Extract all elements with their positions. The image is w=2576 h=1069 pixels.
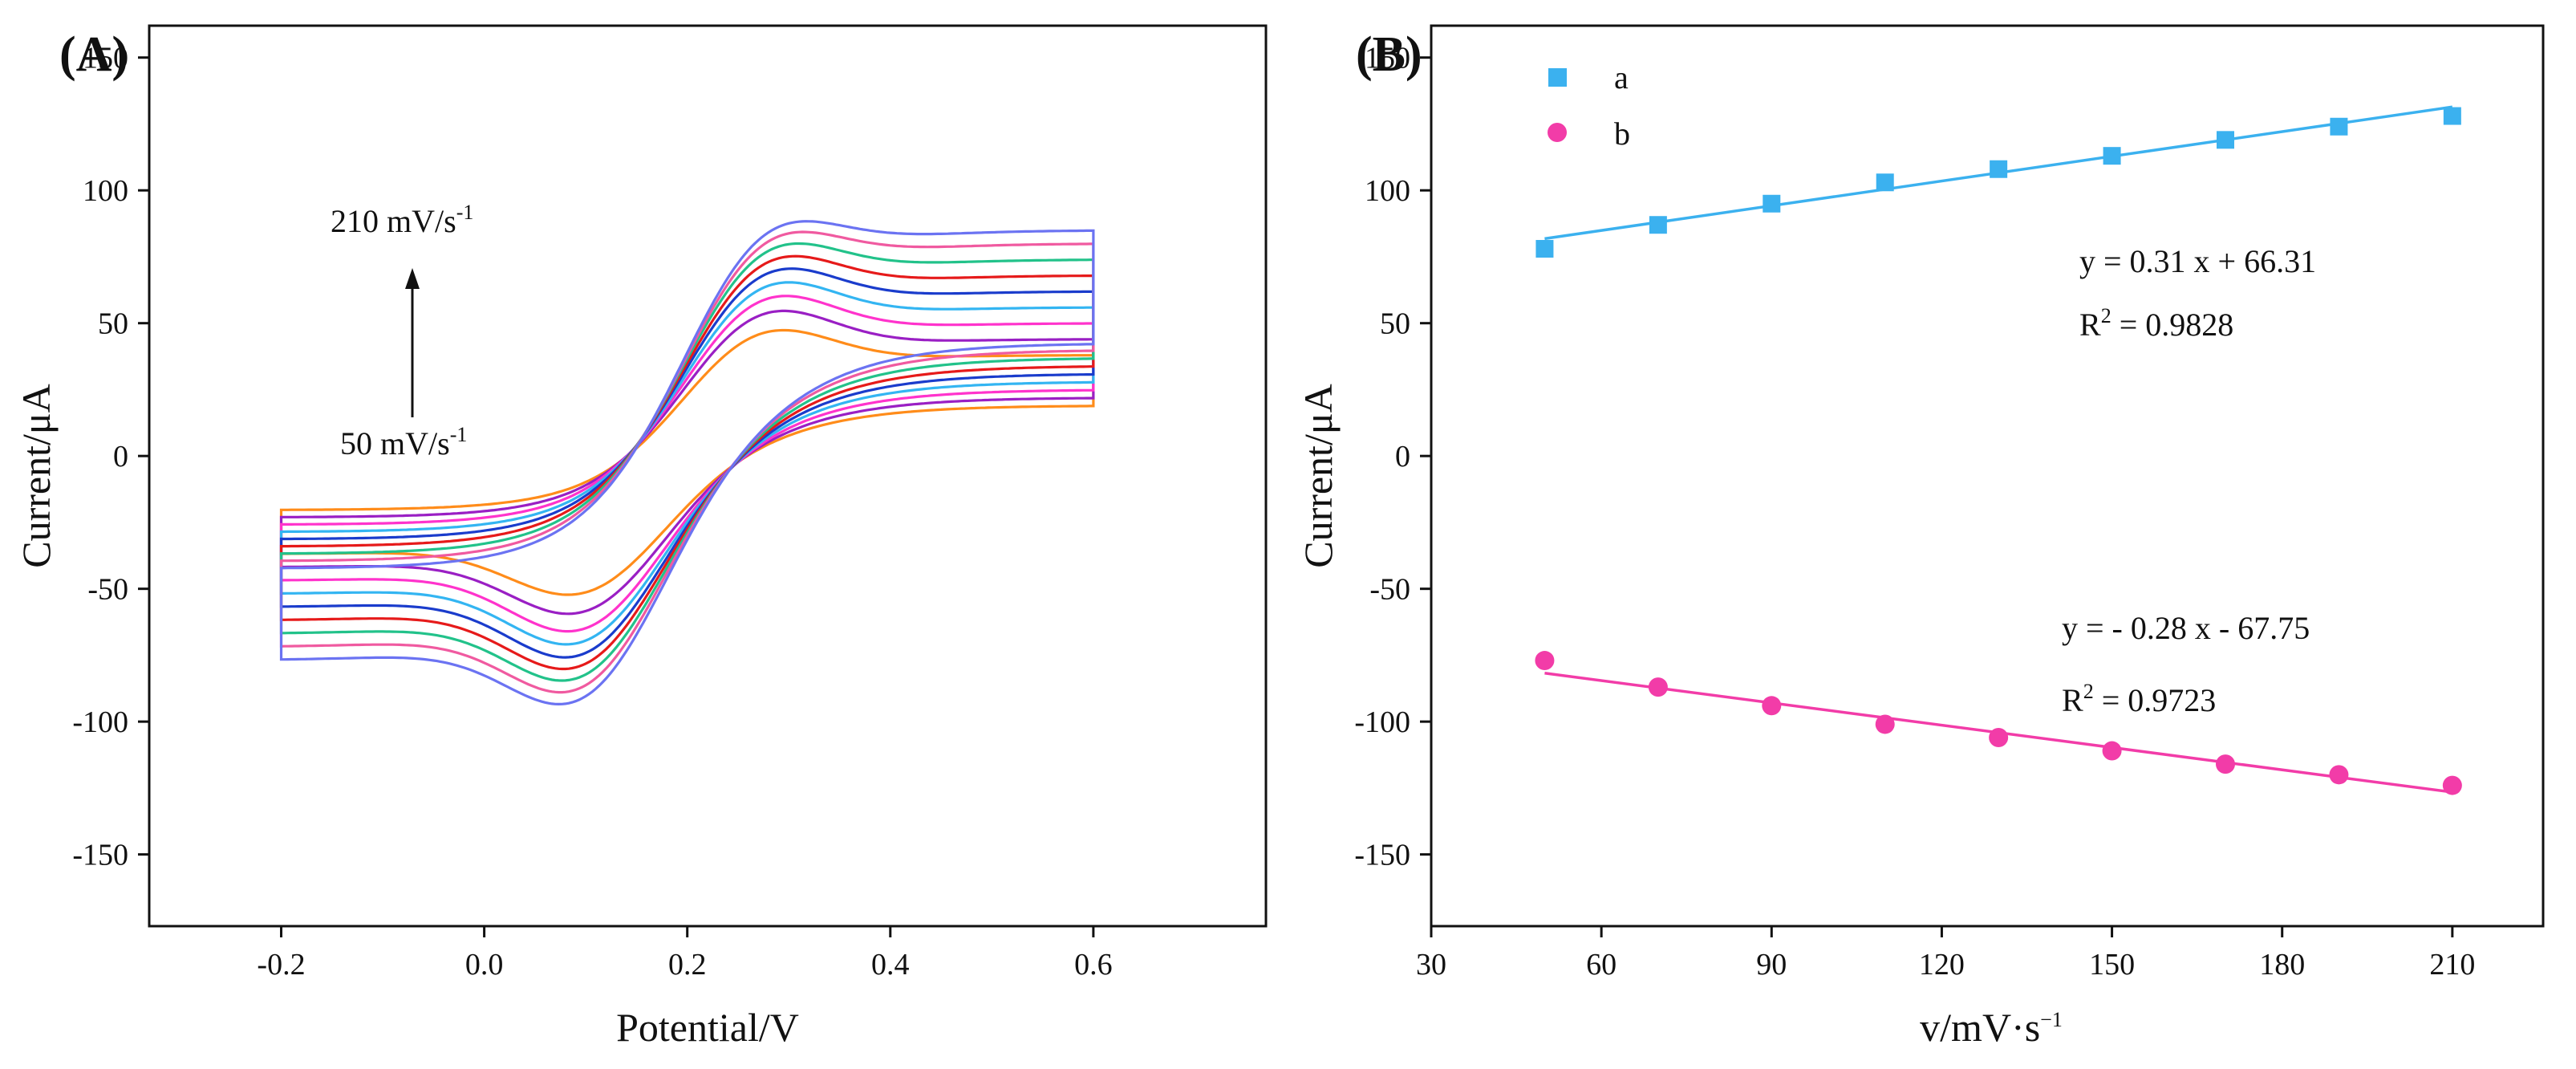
b-ytick-label: -100: [1354, 705, 1410, 739]
cv-curves: [279, 220, 1095, 706]
point-a: [1649, 216, 1667, 234]
b-ytick-label: -150: [1354, 839, 1410, 872]
fit-r2-a-exp: 2: [2101, 304, 2112, 327]
point-a: [2103, 147, 2121, 165]
point-b: [2442, 775, 2462, 795]
b-xtick-label: 210: [2429, 948, 2475, 982]
fit-r2-b: R2 = 0.9723: [2062, 680, 2216, 718]
cv-curve-50: [279, 328, 1095, 596]
b-ytick-label: 50: [1380, 307, 1410, 341]
panel-label-a: (A): [59, 27, 128, 82]
point-a: [1535, 240, 1554, 258]
panel-label-b: (B): [1356, 27, 1422, 82]
a-ytick-label: 100: [83, 174, 128, 208]
point-a: [1763, 194, 1781, 213]
legend: a b: [1548, 59, 1630, 152]
plot-frame-a: [148, 24, 1268, 928]
scan-rate-arrowhead: [405, 268, 420, 289]
a-xtick-label: 0.6: [1074, 948, 1113, 982]
b-xtick-label: 60: [1586, 948, 1617, 982]
fit-r2-a: R2 = 0.9828: [2079, 304, 2233, 343]
data-points: [1535, 107, 2462, 795]
a-ytick-label: -50: [87, 573, 128, 607]
point-b: [1875, 714, 1895, 734]
y-axis-a: -150 -100 -50 0 50 100 150: [72, 42, 149, 872]
a-xtick-label: 0.0: [465, 948, 504, 982]
legend-label-b: b: [1614, 116, 1630, 152]
scan-rate-top-label: 210 mV/s-1: [331, 201, 473, 239]
point-b: [1762, 696, 1782, 716]
point-a: [1990, 160, 2008, 178]
b-ytick-label: 0: [1395, 440, 1410, 474]
point-a: [1876, 173, 1894, 192]
b-ytick-label: -50: [1369, 573, 1410, 607]
x-axis-title-b-text: v/mV·s: [1920, 1005, 2040, 1050]
a-ytick-label: 50: [98, 307, 128, 341]
cv-curve-210: [279, 220, 1095, 706]
x-axis-title-a: Potential/V: [616, 1005, 799, 1050]
y-axis-title-b: Current/μA: [1296, 384, 1341, 568]
fit-lines: [1544, 105, 2453, 794]
fit-r2-b-exp: 2: [2083, 680, 2094, 703]
cv-curve-130: [279, 267, 1095, 659]
panel-a: -0.2 0.0 0.2 0.4 0.6 -150 -100 -50 0 50 100 150 (A…: [14, 24, 1268, 1050]
point-b: [2329, 765, 2349, 785]
panel-b: 30 60 90 120 150 180 210 -150-100-50050100150 …: [1296, 24, 2545, 1050]
fit-equation-a: y = 0.31 x + 66.31: [2079, 243, 2316, 279]
a-ytick-label: -150: [72, 839, 128, 872]
scan-rate-bottom-value: 50 mV/s: [340, 425, 450, 461]
scan-rate-top-value: 210 mV/s: [331, 203, 456, 239]
y-axis-title-a: Current/μA: [14, 384, 59, 568]
a-ytick-label: 0: [113, 440, 128, 474]
scan-rate-bottom-exp: -1: [450, 423, 468, 446]
point-b: [1535, 651, 1555, 671]
plot-frame-b: [1430, 24, 2545, 928]
b-ytick-label: 150: [1365, 42, 1410, 75]
b-ytick-label: 100: [1365, 174, 1410, 208]
point-a: [2330, 117, 2348, 136]
a-ytick-label: 150: [83, 42, 128, 75]
x-axis-b: 30 60 90 120 150 180 210: [1416, 926, 2475, 982]
cv-curve-190: [279, 230, 1095, 694]
b-xtick-label: 90: [1756, 948, 1787, 982]
cv-curve-90: [279, 295, 1095, 633]
fit-equation-b: y = - 0.28 x - 67.75: [2062, 610, 2310, 646]
scan-rate-top-exp: -1: [456, 201, 474, 224]
fit-r2-b-prefix: R: [2062, 682, 2083, 718]
point-b: [2102, 741, 2122, 761]
fit-r2-a-value: = 0.9828: [2112, 307, 2234, 343]
cv-curve-150: [279, 254, 1095, 671]
point-a: [2217, 131, 2234, 149]
b-xtick-label: 120: [1919, 948, 1965, 982]
cv-curve-70: [279, 309, 1095, 616]
scan-rate-bottom-label: 50 mV/s-1: [340, 423, 467, 461]
cv-curve-170: [279, 242, 1095, 682]
b-xtick-label: 150: [2089, 948, 2135, 982]
legend-marker-a: [1548, 68, 1567, 87]
point-b: [1989, 728, 2009, 748]
point-b: [1648, 677, 1668, 697]
a-xtick-label: -0.2: [257, 948, 305, 982]
a-xtick-label: 0.2: [668, 948, 707, 982]
b-xtick-label: 180: [2259, 948, 2305, 982]
cv-curve-110: [279, 281, 1095, 646]
legend-label-a: a: [1614, 59, 1629, 96]
x-axis-a: -0.2 0.0 0.2 0.4 0.6: [257, 926, 1113, 982]
y-axis-b: -150 -100 -50 0 50 100 150: [1354, 42, 1431, 872]
point-b: [2216, 754, 2235, 774]
a-xtick-label: 0.4: [871, 948, 910, 982]
fit-r2-b-value: = 0.9723: [2094, 682, 2217, 718]
a-ytick-label: -100: [72, 705, 128, 739]
fit-r2-a-prefix: R: [2079, 307, 2101, 343]
x-axis-title-b: v/mV·s−1: [1920, 1005, 2063, 1050]
legend-marker-b: [1548, 123, 1567, 142]
b-xtick-label: 30: [1416, 948, 1446, 982]
point-a: [2443, 107, 2461, 125]
x-axis-title-b-exp: −1: [2040, 1008, 2063, 1031]
